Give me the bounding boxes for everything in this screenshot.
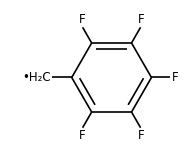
Text: •H₂C: •H₂C bbox=[22, 71, 51, 84]
Text: F: F bbox=[138, 129, 145, 142]
Text: F: F bbox=[78, 13, 85, 26]
Text: F: F bbox=[172, 71, 178, 84]
Text: F: F bbox=[138, 13, 145, 26]
Text: F: F bbox=[78, 129, 85, 142]
